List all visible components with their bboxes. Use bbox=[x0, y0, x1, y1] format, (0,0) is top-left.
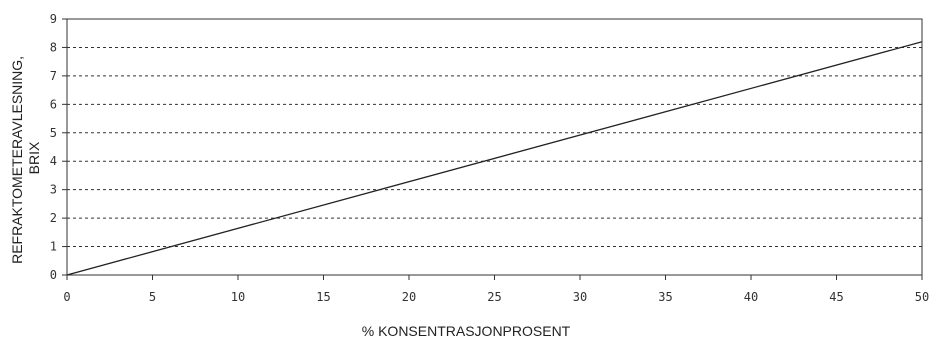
x-tick-label-45: 45 bbox=[829, 290, 843, 304]
x-tick-label-15: 15 bbox=[316, 290, 330, 304]
y-tick-label-5: 5 bbox=[50, 126, 57, 140]
y-tick-label-2: 2 bbox=[50, 211, 57, 225]
y-tick-labels: 0 1 2 3 4 5 6 7 8 9 bbox=[50, 12, 57, 282]
x-tick-label-35: 35 bbox=[658, 290, 672, 304]
y-axis-title: REFRAKTOMETERAVLESNING, BRIX bbox=[9, 52, 42, 264]
plot-frame bbox=[66, 18, 923, 276]
x-axis-title: % KONSENTRASJONPROSENT bbox=[362, 323, 571, 339]
x-tick-label-40: 40 bbox=[744, 290, 758, 304]
y-tick-label-1: 1 bbox=[50, 240, 57, 254]
y-tick-label-3: 3 bbox=[50, 183, 57, 197]
x-tick-label-25: 25 bbox=[487, 290, 501, 304]
y-tick-label-4: 4 bbox=[50, 154, 57, 168]
tick-marks bbox=[62, 18, 923, 280]
grid-lines bbox=[67, 46, 922, 248]
x-tick-label-50: 50 bbox=[915, 290, 929, 304]
series-line-0 bbox=[66, 41, 923, 276]
x-tick-label-5: 5 bbox=[149, 290, 156, 304]
x-tick-labels: 0 5 10 15 20 25 30 35 40 45 50 bbox=[63, 290, 929, 304]
x-tick-label-10: 10 bbox=[231, 290, 245, 304]
y-tick-label-9: 9 bbox=[50, 12, 57, 26]
y-tick-label-7: 7 bbox=[50, 69, 57, 83]
x-tick-label-30: 30 bbox=[573, 290, 587, 304]
y-axis-title-line-1: REFRAKTOMETERAVLESNING, bbox=[9, 56, 25, 264]
series-layer bbox=[66, 41, 923, 276]
x-tick-label-0: 0 bbox=[63, 290, 70, 304]
y-axis-title-line-2: BRIX bbox=[26, 141, 42, 174]
x-tick-label-20: 20 bbox=[402, 290, 416, 304]
y-tick-label-6: 6 bbox=[50, 97, 57, 111]
y-tick-label-8: 8 bbox=[50, 40, 57, 54]
y-tick-label-0: 0 bbox=[50, 268, 57, 282]
